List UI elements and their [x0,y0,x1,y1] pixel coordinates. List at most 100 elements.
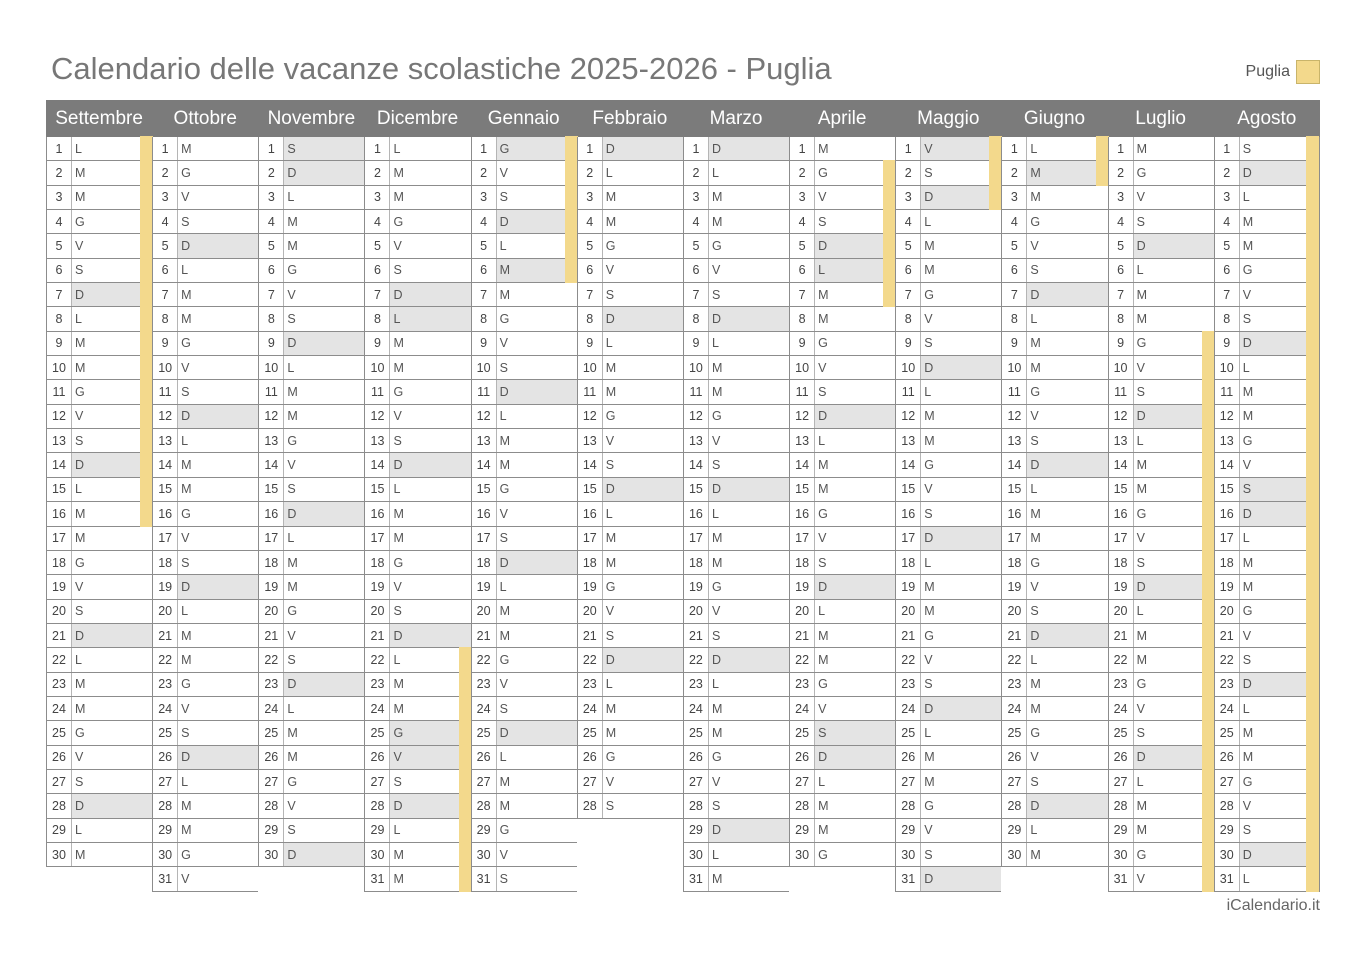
weekday-letter: L [711,166,719,181]
weekday-letter: G [75,555,85,570]
day-note-area [410,600,470,623]
weekday-letter: L [924,385,932,400]
brand-footer[interactable]: iCalendario.it [1226,897,1320,914]
day-number: 27 [896,769,922,794]
weekday-letter: L [181,604,189,619]
day-number: 10 [1215,356,1240,380]
day-cell: 30 V [470,842,577,868]
day-number: 21 [153,623,179,648]
day-number: 19 [1108,575,1134,599]
weekday-letter: M [1030,506,1041,521]
vacation-marker [1305,355,1319,381]
weekday-letter: M [287,239,298,254]
day-number: 13 [259,429,285,453]
day-cell: 27 L [789,769,896,795]
day-note-area [516,721,577,745]
day-note-area [835,356,895,379]
day-number: 19 [684,575,709,599]
vacation-marker [458,866,472,892]
weekday-letter: S [393,604,402,619]
weekday-letter: L [924,555,932,570]
day-note-area [622,137,683,161]
vacation-marker [564,184,578,211]
vacation-marker [883,233,897,259]
vacation-marker [1305,744,1319,770]
day-note-area [728,307,790,331]
day-note-area [198,502,258,525]
day-number: 22 [365,648,391,672]
day-note-area [1154,307,1214,330]
month-header: Settembre [55,107,143,129]
month-column: 1 L 2 M 3 M 4 G 5 V 6 S 7 D 8 L 9 M 10 M 11 G 12 V 13 S 14 D 15 L 16 M 1… [364,137,472,892]
day-note-area [1047,283,1108,307]
day-cell: 28 V [1213,793,1320,819]
day-cell: 11 D [470,380,577,405]
day-cell: 13 S [1001,429,1108,454]
day-note-area [198,600,258,623]
day-number: 10 [1109,356,1134,380]
day-note-area [1047,380,1107,403]
weekday-letter: G [181,166,191,181]
weekday-letter: S [287,823,296,838]
day-note-area [304,502,365,526]
vacation-marker [989,136,1003,162]
weekday-letter: M [393,871,404,886]
weekday-letter: G [924,287,934,302]
day-note-area [410,380,470,403]
day-number: 15 [1002,477,1028,502]
weekday-letter: D [708,648,729,672]
month-header: Dicembre [376,107,459,129]
day-note-area [941,185,1002,210]
month-column: 1 D 2 L 3 M 4 M 5 G 6 V 7 S 8 D 9 L 10 M 11 M 12 G 13 V 14 S 15 D 16 L 1… [682,137,790,892]
day-number: 2 [365,161,391,185]
day-note-area [941,137,1002,161]
day-number: 30 [1002,842,1028,867]
day-note-area [1047,600,1107,623]
day-note-area [517,332,577,355]
vacation-marker [458,768,472,795]
day-note-area [304,283,364,306]
day-number: 12 [47,404,72,429]
day-cell: 20 L [152,599,259,624]
day-number: 23 [1214,672,1240,696]
weekday-letter: M [1136,287,1147,302]
day-number: 21 [684,623,709,648]
day-cell: 26 L [470,745,577,770]
day-note-area [1047,819,1107,842]
weekday-letter: S [1136,725,1145,740]
weekday-letter: M [287,725,298,740]
day-note-area [623,380,683,403]
day-number: 12 [365,404,391,429]
day-cell: 29 S [1213,817,1320,843]
day-cell: 13 V [682,429,790,454]
day-cell: 11 L [895,380,1002,405]
day-note-area [1047,307,1107,330]
weekday-letter: G [605,409,616,424]
day-number: 16 [472,502,497,526]
weekday-letter: S [1030,263,1039,278]
day-number: 15 [472,477,497,502]
weekday-letter: L [818,433,826,448]
day-cell: 13 M [470,429,577,454]
vacation-marker [1201,720,1215,746]
day-number: 4 [471,210,497,234]
day-note-area [623,721,683,744]
day-number: 2 [578,161,603,185]
weekday-letter: M [287,579,298,594]
day-number: 15 [790,477,816,502]
day-note-area [729,161,789,184]
day-cell: 11 G [46,379,154,405]
day-cell: 12 M [895,404,1002,430]
weekday-letter: S [1242,141,1252,156]
day-number: 31 [365,867,391,891]
weekday-letter: D [1239,331,1260,356]
day-number: 3 [790,185,816,210]
weekday-letter: S [605,628,615,643]
